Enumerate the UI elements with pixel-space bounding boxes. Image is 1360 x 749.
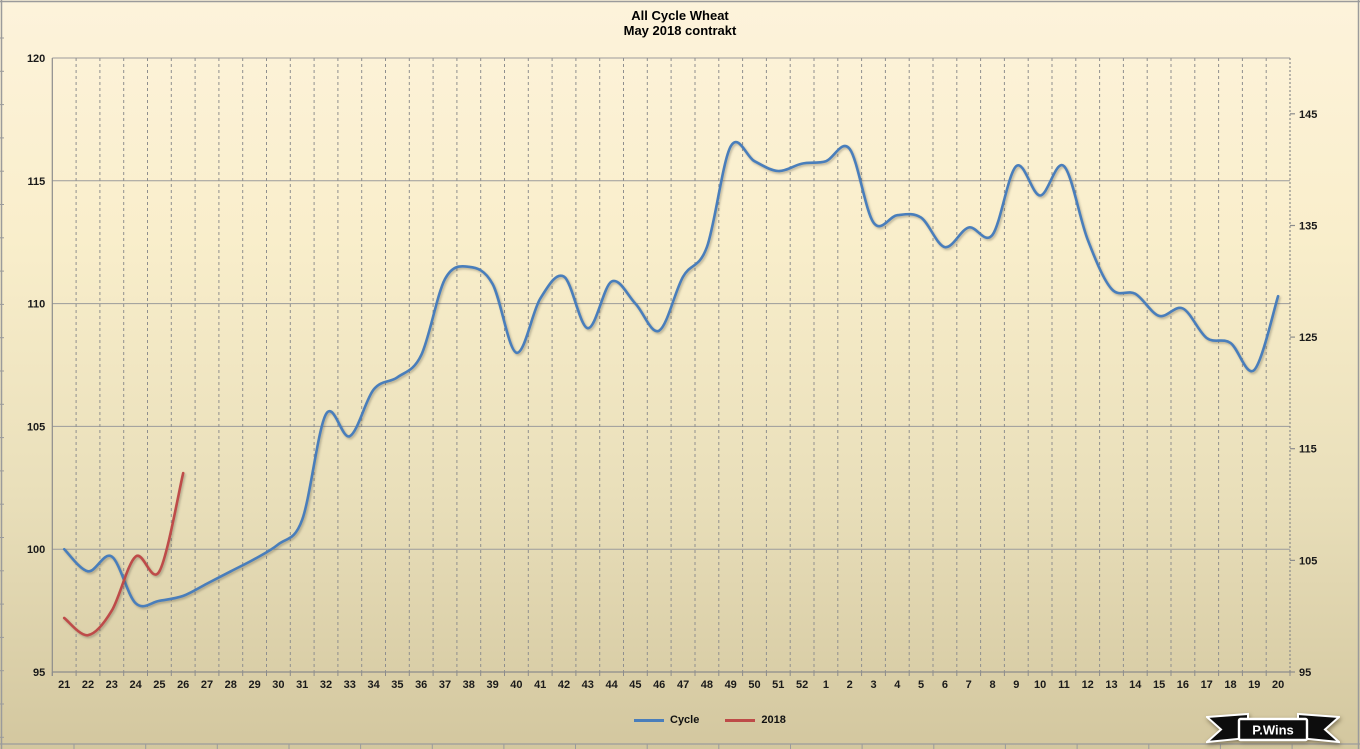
svg-text:25: 25 [153,679,165,691]
svg-text:9: 9 [1013,679,1019,691]
series-2018-line [62,471,185,637]
svg-text:46: 46 [653,679,665,691]
svg-text:31: 31 [296,679,308,691]
svg-text:34: 34 [367,679,380,691]
svg-text:12: 12 [1082,679,1094,691]
svg-text:16: 16 [1177,679,1189,691]
svg-text:36: 36 [415,679,427,691]
svg-text:8: 8 [989,679,995,691]
svg-text:49: 49 [725,679,737,691]
svg-text:145: 145 [1299,109,1317,121]
svg-text:105: 105 [27,421,45,433]
svg-text:24: 24 [129,679,142,691]
svg-text:2: 2 [847,679,853,691]
svg-text:11: 11 [1058,679,1070,691]
svg-text:50: 50 [748,679,760,691]
legend-label-2018: 2018 [761,714,786,726]
svg-text:10: 10 [1034,679,1046,691]
legend: Cycle 2018 [634,714,786,726]
svg-text:39: 39 [486,679,498,691]
svg-text:42: 42 [558,679,570,691]
svg-text:15: 15 [1153,679,1165,691]
svg-text:44: 44 [605,679,618,691]
svg-text:115: 115 [1299,444,1317,456]
series-2018-line-swatch [725,718,756,722]
svg-text:41: 41 [534,679,546,691]
svg-text:45: 45 [629,679,641,691]
legend-item-2018: 2018 [725,714,786,726]
svg-text:135: 135 [1299,221,1317,233]
svg-text:52: 52 [796,679,808,691]
vertical-gridlines [75,58,1267,672]
svg-text:48: 48 [701,679,713,691]
watermark-text: P.Wins [1252,723,1294,738]
svg-text:35: 35 [391,679,403,691]
axes [51,58,1295,676]
svg-text:95: 95 [33,667,45,679]
svg-text:3: 3 [870,679,876,691]
left-axis-labels: 95 100 105 110 115 120 [27,53,45,679]
svg-text:7: 7 [966,679,972,691]
ribbon-left-tail [1206,712,1249,744]
svg-text:18: 18 [1224,679,1236,691]
svg-text:13: 13 [1105,679,1117,691]
svg-text:27: 27 [201,679,213,691]
svg-text:19: 19 [1248,679,1260,691]
svg-text:4: 4 [894,679,901,691]
svg-text:22: 22 [82,679,94,691]
ribbon-right-tail [1297,712,1340,744]
svg-text:38: 38 [463,679,475,691]
svg-text:28: 28 [225,679,237,691]
svg-text:32: 32 [320,679,332,691]
chart-title-line1: All Cycle Wheat [631,8,729,23]
svg-text:14: 14 [1129,679,1142,691]
cycle-series-line [62,140,1280,608]
svg-text:21: 21 [58,679,70,691]
svg-text:120: 120 [27,53,45,65]
right-axis-labels: 95 105 115 125 135 145 [1299,109,1317,679]
ribbon-shape: P.Wins [1206,712,1340,744]
svg-text:100: 100 [27,544,45,556]
legend-label-cycle: Cycle [670,714,700,726]
svg-text:6: 6 [942,679,948,691]
svg-text:23: 23 [106,679,118,691]
svg-text:40: 40 [510,679,522,691]
svg-text:29: 29 [248,679,260,691]
cycle-line-swatch [634,718,664,722]
svg-text:110: 110 [28,299,46,311]
ribbon-center-band [1237,717,1309,742]
legend-item-cycle: Cycle [634,714,699,726]
svg-text:5: 5 [918,679,924,691]
pwins-ribbon: P.Wins [1206,712,1340,744]
svg-text:43: 43 [582,679,594,691]
svg-text:33: 33 [344,679,356,691]
svg-text:95: 95 [1299,667,1311,679]
svg-text:1: 1 [823,679,829,691]
x-axis-labels: 21 22 23 24 25 26 27 28 29 30 31 32 33 34 35 36 37 38 39 40… [58,679,1284,691]
svg-text:26: 26 [177,679,189,691]
svg-text:125: 125 [1299,332,1317,344]
svg-text:37: 37 [439,679,451,691]
svg-text:115: 115 [28,176,46,188]
svg-text:47: 47 [677,679,689,691]
svg-text:105: 105 [1299,555,1317,567]
svg-text:51: 51 [772,679,784,691]
svg-text:20: 20 [1272,679,1284,691]
chart-title-line2: May 2018 contrakt [623,23,737,38]
svg-text:30: 30 [272,679,284,691]
svg-text:17: 17 [1201,679,1213,691]
chart-title: All Cycle Wheat May 2018 contrakt [0,8,1360,38]
